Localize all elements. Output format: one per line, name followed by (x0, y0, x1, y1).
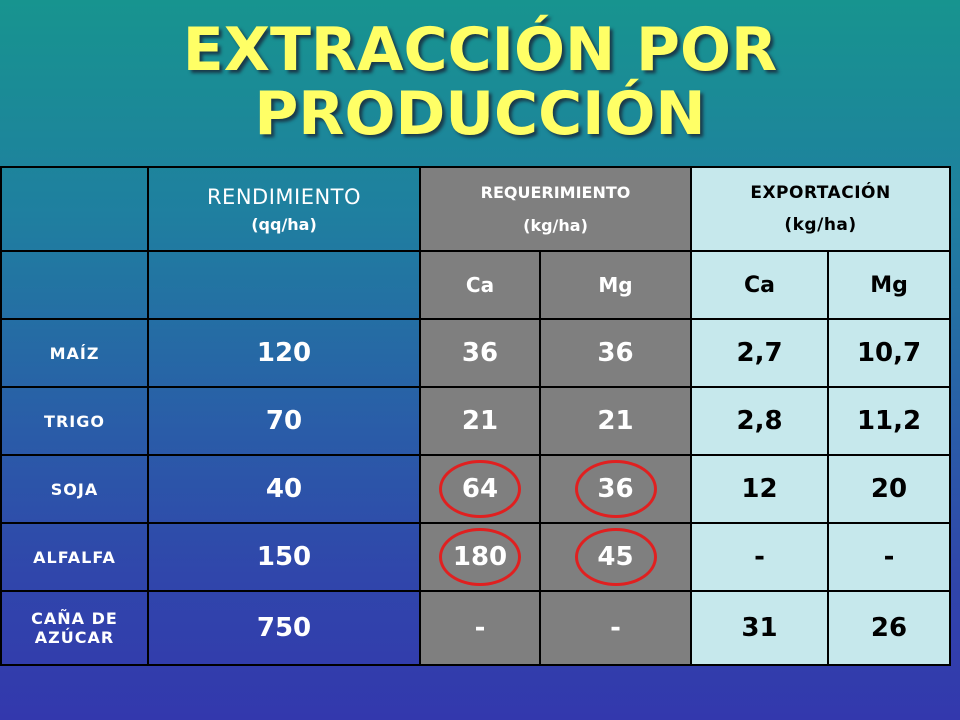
exp-ca-value: 31 (690, 590, 830, 666)
rendimiento-value: 150 (147, 522, 421, 592)
exp-ca-value: 12 (690, 454, 830, 524)
highlight-circle: 36 (597, 474, 634, 504)
req-ca-value: 36 (419, 318, 541, 388)
header-exportacion: EXPORTACIÓN (kg/ha) (690, 166, 952, 252)
rendimiento-value: 750 (147, 590, 421, 666)
requerimiento-label: REQUERIMIENTO (480, 183, 631, 202)
rendimiento-value: 120 (147, 318, 421, 388)
header-row-1: RENDIMIENTO (qq/ha) REQUERIMIENTO (kg/ha… (0, 166, 952, 252)
exp-mg-value: 26 (827, 590, 952, 666)
crop-name: SOJA (0, 454, 149, 524)
req-ca-value: 180 (419, 522, 541, 592)
extraction-table: RENDIMIENTO (qq/ha) REQUERIMIENTO (kg/ha… (0, 166, 952, 666)
exportacion-label: EXPORTACIÓN (750, 183, 891, 203)
table-row: ALFALFA 150 180 45 - - (0, 522, 952, 592)
header-rendimiento: RENDIMIENTO (qq/ha) (147, 166, 421, 252)
title-line-2: PRODUCCIÓN (254, 79, 706, 149)
exp-mg-value: - (827, 522, 952, 592)
header-empty-cell (0, 166, 149, 252)
exp-ca-value: 2,8 (690, 386, 830, 456)
req-mg-value: 36 (538, 454, 693, 524)
req-ca-value: 21 (419, 386, 541, 456)
title-line-1: EXTRACCIÓN POR (182, 15, 778, 85)
header-row-2: Ca Mg Ca Mg (0, 250, 952, 320)
table-row: MAÍZ 120 36 36 2,7 10,7 (0, 318, 952, 388)
subheader-req-ca: Ca (419, 250, 541, 320)
table-row: CAÑA DE AZÚCAR 750 - - 31 26 (0, 590, 952, 666)
req-mg-value: 21 (538, 386, 693, 456)
highlight-circle: 64 (461, 474, 499, 504)
req-ca-value: - (419, 590, 541, 666)
rendimiento-value: 70 (147, 386, 421, 456)
req-mg-value: 45 (538, 522, 693, 592)
crop-name: ALFALFA (0, 522, 149, 592)
requerimiento-unit: (kg/ha) (523, 216, 588, 235)
crop-name: TRIGO (0, 386, 149, 456)
exp-mg-value: 20 (827, 454, 952, 524)
subheader-req-mg: Mg (538, 250, 693, 320)
highlight-circle: 45 (597, 542, 634, 572)
exp-mg-value: 11,2 (827, 386, 952, 456)
exportacion-unit: (kg/ha) (784, 215, 857, 235)
subheader-empty-2 (147, 250, 421, 320)
req-mg-value: - (538, 590, 693, 666)
rendimiento-label: RENDIMIENTO (206, 184, 362, 209)
rendimiento-value: 40 (147, 454, 421, 524)
header-requerimiento: REQUERIMIENTO (kg/ha) (418, 166, 693, 252)
req-ca-value: 64 (419, 454, 541, 524)
exp-mg-value: 10,7 (827, 318, 952, 388)
highlight-circle: 180 (452, 542, 508, 572)
req-mg-value: 36 (538, 318, 693, 388)
subheader-exp-ca: Ca (690, 250, 830, 320)
exp-ca-value: - (690, 522, 830, 592)
slide-title: EXTRACCIÓN POR PRODUCCIÓN (0, 18, 960, 146)
crop-name-line-1: CAÑA DE (31, 609, 118, 628)
table-row: SOJA 40 64 36 12 20 (0, 454, 952, 524)
crop-name-line-2: AZÚCAR (34, 628, 115, 647)
table-row: TRIGO 70 21 21 2,8 11,2 (0, 386, 952, 456)
exp-ca-value: 2,7 (690, 318, 830, 388)
crop-name: CAÑA DE AZÚCAR (0, 590, 149, 666)
subheader-exp-mg: Mg (827, 250, 952, 320)
crop-name: MAÍZ (0, 318, 149, 388)
subheader-empty-1 (0, 250, 149, 320)
rendimiento-unit: (qq/ha) (251, 214, 317, 234)
